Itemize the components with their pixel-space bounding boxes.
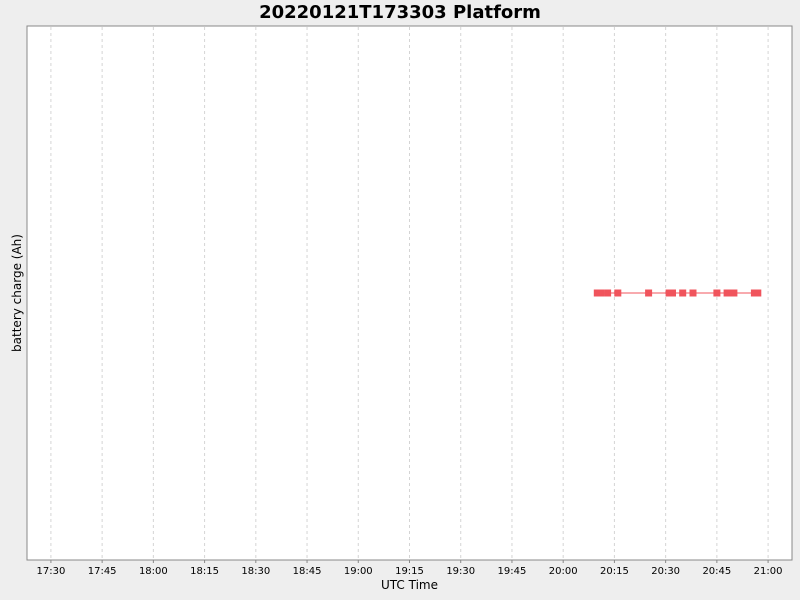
x-axis-label: UTC Time	[381, 578, 438, 592]
x-tick-label: 20:00	[549, 566, 578, 577]
data-point-marker	[679, 289, 687, 297]
data-point-marker	[713, 289, 721, 297]
x-tick-label: 20:45	[702, 566, 731, 577]
data-point-marker	[754, 289, 762, 297]
x-tick-label: 19:45	[498, 566, 527, 577]
x-tick-label: 18:30	[241, 566, 270, 577]
x-tick-label: 20:30	[651, 566, 680, 577]
data-point-marker	[614, 289, 622, 297]
x-tick-label: 17:30	[36, 566, 65, 577]
x-tick-label: 19:30	[446, 566, 475, 577]
data-point-marker	[645, 289, 653, 297]
x-tick-label: 18:45	[293, 566, 322, 577]
x-tick-label: 18:00	[139, 566, 168, 577]
x-tick-label: 19:15	[395, 566, 424, 577]
tick-layer: 17:30 17:45 18:00 18:15 18:30 18:45 19:00 19:15…	[36, 560, 783, 577]
data-point-marker	[669, 289, 676, 297]
x-tick-label: 17:45	[88, 566, 117, 577]
x-tick-label: 21:00	[754, 566, 783, 577]
data-point-marker	[604, 289, 612, 297]
data-point-marker	[689, 289, 697, 297]
data-point-marker	[597, 289, 605, 297]
data-point-marker	[730, 289, 738, 297]
data-point-marker	[723, 289, 731, 297]
x-tick-label: 19:00	[344, 566, 373, 577]
x-tick-label: 20:15	[600, 566, 629, 577]
chart-title: 20220121T173303 Platform	[259, 2, 541, 23]
x-tick-label: 18:15	[190, 566, 219, 577]
series-layer	[593, 289, 762, 297]
